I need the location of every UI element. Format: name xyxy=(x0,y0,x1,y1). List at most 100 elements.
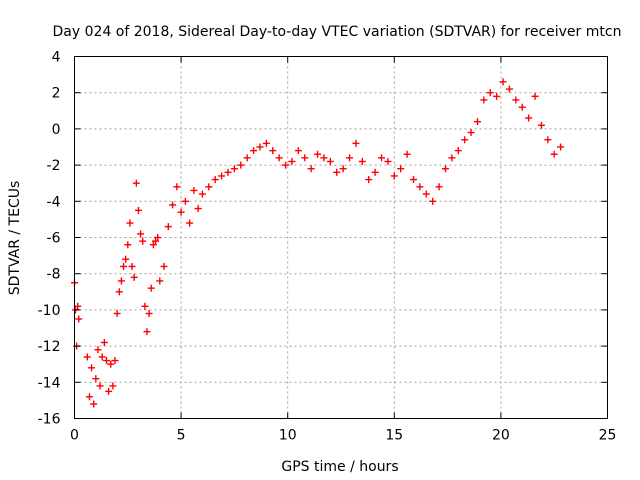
data-point xyxy=(224,168,232,176)
data-point xyxy=(211,176,219,184)
data-point xyxy=(137,230,145,238)
grid xyxy=(74,56,608,419)
data-point xyxy=(120,262,128,270)
data-point xyxy=(205,183,213,191)
data-point xyxy=(230,165,238,173)
data-point xyxy=(314,150,322,158)
y-tick-label: -16 xyxy=(38,412,61,428)
data-point xyxy=(198,190,206,198)
data-point xyxy=(435,183,443,191)
data-point xyxy=(117,277,125,285)
data-point xyxy=(100,338,108,346)
data-point xyxy=(109,382,117,390)
data-point xyxy=(505,85,513,93)
y-tick-label: -4 xyxy=(47,194,61,210)
data-point xyxy=(326,157,334,165)
data-point xyxy=(134,206,142,214)
data-point xyxy=(98,353,106,361)
x-tick-label: 5 xyxy=(177,428,186,444)
data-point xyxy=(75,315,83,323)
data-point xyxy=(288,157,296,165)
data-point xyxy=(531,92,539,100)
data-point xyxy=(156,277,164,285)
chart-title: Day 024 of 2018, Sidereal Day-to-day VTE… xyxy=(53,24,622,40)
data-point xyxy=(143,328,151,336)
y-tick-label: -10 xyxy=(38,303,61,319)
data-point xyxy=(126,219,134,227)
data-point xyxy=(256,143,264,151)
data-point xyxy=(96,382,104,390)
data-point xyxy=(149,241,157,249)
data-point xyxy=(467,129,475,137)
data-point xyxy=(294,147,302,155)
y-tick-label: -12 xyxy=(38,339,61,355)
data-point xyxy=(301,154,309,162)
data-point xyxy=(403,150,411,158)
tick-labels: 0 5 10 15 20 25 -16 -14 -12 -10 -8 -6 -4 -2 0 2 4 xyxy=(38,50,617,444)
data-point xyxy=(113,310,121,318)
data-point xyxy=(190,186,198,194)
data-point xyxy=(181,197,189,205)
data-point xyxy=(262,139,270,147)
data-point xyxy=(365,176,373,184)
data-point xyxy=(90,400,98,408)
data-point xyxy=(518,103,526,111)
data-point xyxy=(111,357,119,365)
data-point xyxy=(358,157,366,165)
data-point xyxy=(333,168,341,176)
y-tick-label: -2 xyxy=(47,158,61,174)
data-point xyxy=(275,154,283,162)
data-point xyxy=(173,183,181,191)
data-point xyxy=(448,154,456,162)
data-point xyxy=(169,201,177,209)
data-point xyxy=(390,172,398,180)
data-point xyxy=(416,183,424,191)
data-point xyxy=(122,255,130,263)
data-point xyxy=(441,165,449,173)
x-tick-label: 10 xyxy=(279,428,297,444)
data-point xyxy=(124,241,132,249)
y-axis-label: SDTVAR / TECUs xyxy=(7,181,23,296)
data-point xyxy=(107,360,115,368)
data-point xyxy=(94,346,102,354)
y-tick-label: 4 xyxy=(52,50,61,66)
y-tick-label: -14 xyxy=(38,375,61,391)
data-point xyxy=(85,393,93,401)
data-point xyxy=(537,121,545,129)
data-point xyxy=(218,172,226,180)
data-point xyxy=(145,310,153,318)
x-tick-label: 20 xyxy=(492,428,510,444)
data-point xyxy=(243,154,251,162)
data-point xyxy=(269,147,277,155)
x-tick-label: 15 xyxy=(385,428,403,444)
y-tick-label: 2 xyxy=(52,86,61,102)
data-point xyxy=(429,197,437,205)
data-point xyxy=(177,208,185,216)
y-tick-label: 0 xyxy=(52,122,61,138)
data-point xyxy=(480,96,488,104)
data-point xyxy=(105,387,113,395)
data-point xyxy=(132,179,140,187)
data-point xyxy=(282,161,290,169)
data-point xyxy=(339,165,347,173)
axis-ticks xyxy=(74,56,608,419)
data-point xyxy=(160,262,168,270)
data-point xyxy=(557,143,565,151)
data-point xyxy=(307,165,315,173)
data-point xyxy=(371,168,379,176)
y-tick-label: -8 xyxy=(47,267,61,283)
data-point xyxy=(409,176,417,184)
data-point xyxy=(486,89,494,97)
data-point xyxy=(320,154,328,162)
data-point xyxy=(92,375,100,383)
data-point xyxy=(88,364,96,372)
data-point xyxy=(473,118,481,126)
data-point xyxy=(493,92,501,100)
data-point xyxy=(346,154,354,162)
data-point xyxy=(141,302,149,310)
data-point xyxy=(152,237,160,245)
data-point xyxy=(139,237,147,245)
x-axis-label: GPS time / hours xyxy=(281,459,398,475)
